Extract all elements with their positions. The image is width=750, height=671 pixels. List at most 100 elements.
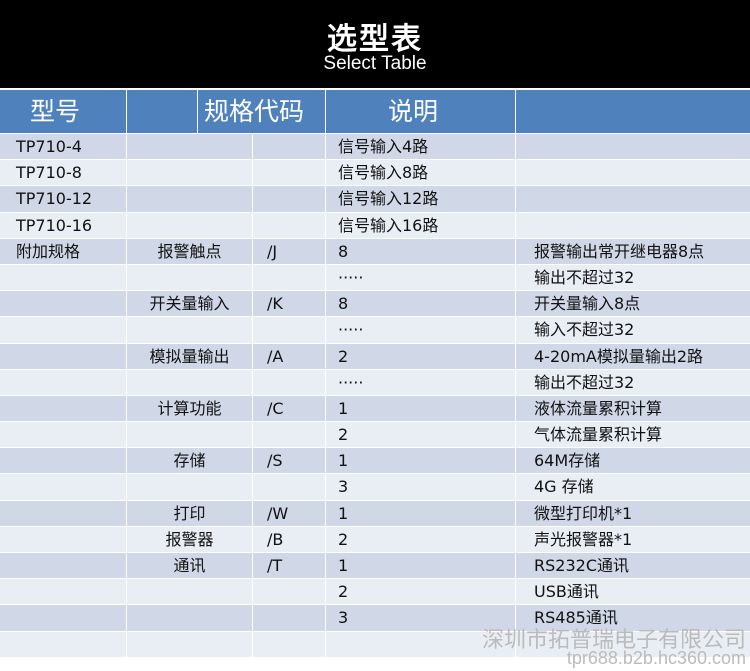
cell-option: 打印 [126,500,252,526]
cell-value: 1 [325,553,515,579]
cell-option: 存储 [126,448,252,474]
cell-code: /B [252,526,325,552]
col-spec-code: 规格代码 [197,90,325,133]
cell-description: RS485通讯 [515,605,750,631]
cell-model: TP710-4 [16,137,82,156]
cell-description: 液体流量累积计算 [515,395,750,422]
cell-code: /A [252,343,325,369]
cell-code [252,186,325,212]
cell-model [0,501,126,526]
cell-option: 报警触点 [126,238,252,264]
cell-model [0,396,126,421]
table-row [0,630,750,657]
cell-code [252,605,325,631]
cell-description: 4-20mA模拟量输出2路 [515,343,750,369]
cell-option [126,134,252,160]
cell-code: /T [252,553,325,579]
table-row: TP710-8 信号输入8路 [0,159,750,186]
table-row: 报警器/B 2 声光报警器*1 [0,525,750,552]
cell-description [515,186,750,212]
cell-value [325,631,515,657]
cell-model: TP710-8 [16,163,82,183]
cell-value: 3 [325,474,515,500]
cell-value: 2 [325,422,515,448]
cell-model [0,265,126,290]
cell-value: 信号输入12路 [325,186,515,212]
cell-model [0,632,126,657]
cell-value: 信号输入4路 [325,134,515,160]
cell-option [126,264,252,291]
col-blank [126,90,197,133]
cell-model [0,527,126,552]
cell-value: 8 [325,291,515,317]
table-row: 存储/S 1 64M存储 [0,447,750,474]
cell-code [252,422,325,448]
col-model: 型号 [30,97,81,126]
title-banner: 选型表 Select Table [0,0,750,88]
cell-model [0,370,126,395]
table-row: 计算功能/C 1 液体流量累积计算 [0,394,750,422]
cell-model [0,317,126,342]
cell-option: 计算功能 [126,395,252,422]
cell-code [252,317,325,343]
cell-value: ····· [325,317,515,343]
cell-option [126,579,252,605]
cell-code [252,474,325,500]
cell-value: 2 [325,343,515,369]
table-row: 开关量输入/K 8 开关量输入8点 [0,290,750,317]
cell-model [0,474,126,499]
cell-option: 通讯 [126,553,252,579]
cell-model [0,579,126,604]
cell-code [252,134,325,160]
cell-code: /K [252,291,325,317]
col-description: 说明 [325,90,515,133]
table-row: 3 RS485通讯 [0,604,750,631]
cell-model: TP710-12 [16,189,93,209]
table-header: 型号 规格代码 说明 [0,90,750,133]
table-row: ····· 输入不超过32 [0,316,750,343]
table-row: 2 USB通讯 [0,578,750,605]
cell-description [515,631,750,657]
cell-model [0,344,126,369]
cell-model [0,291,126,316]
cell-model [0,448,126,473]
cell-description: 声光报警器*1 [515,526,750,552]
cell-description: 报警输出常开继电器8点 [515,238,750,264]
cell-option [126,631,252,657]
cell-value: 2 [325,579,515,605]
cell-option [126,605,252,631]
cell-description: 64M存储 [515,448,750,474]
cell-code [252,264,325,291]
cell-description: USB通讯 [515,579,750,605]
table-row: 模拟量输出/A 2 4-20mA模拟量输出2路 [0,342,750,369]
cell-description [515,134,750,160]
page-subtitle: Select Table [323,53,427,74]
table-row: TP710-12 信号输入12路 [0,185,750,212]
cell-model [0,422,126,447]
cell-value: 3 [325,605,515,631]
cell-code [252,212,325,238]
cell-code [252,579,325,605]
cell-description: 微型打印机*1 [515,500,750,526]
cell-value: 1 [325,448,515,474]
table-row: ····· 输出不超过32 [0,368,750,395]
table-row: 3 4G 存储 [0,473,750,500]
table-row: 打印/W 1 微型打印机*1 [0,499,750,526]
cell-model [0,553,126,578]
table-row: TP710-16 信号输入16路 [0,211,750,238]
cell-description: 输出不超过32 [515,369,750,395]
cell-option [126,422,252,448]
table-row: ····· 输出不超过32 [0,263,750,291]
cell-description: 开关量输入8点 [515,291,750,317]
cell-value: ····· [325,264,515,291]
cell-value: 2 [325,526,515,552]
table-row: 附加规格 报警触点/J 8 报警输出常开继电器8点 [0,237,750,264]
cell-model: TP710-16 [16,215,93,235]
cell-value: 1 [325,500,515,526]
cell-description: RS232C通讯 [515,553,750,579]
cell-description: 4G 存储 [515,474,750,500]
cell-description: 输出不超过32 [515,264,750,291]
watermark-url: tpr688.b2b.hc360.com [566,648,746,668]
cell-option [126,160,252,186]
cell-option [126,186,252,212]
